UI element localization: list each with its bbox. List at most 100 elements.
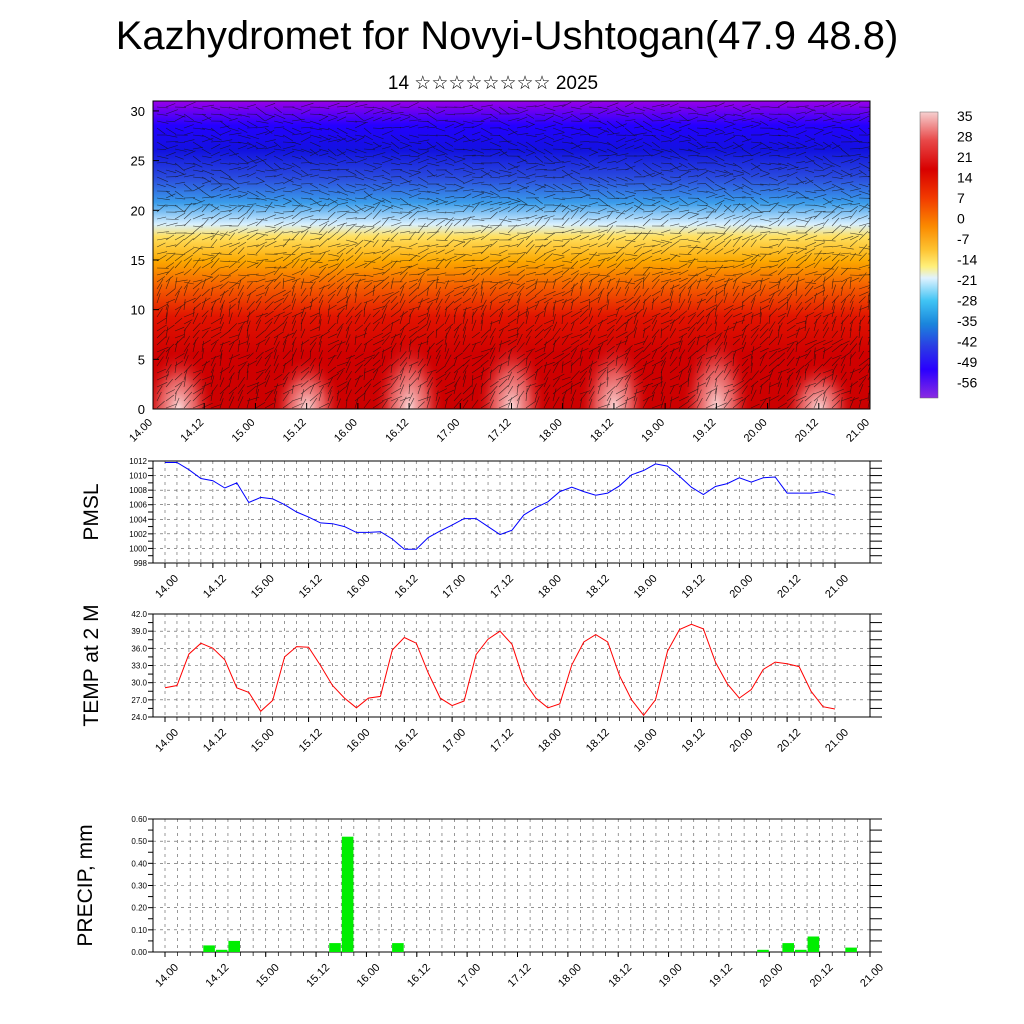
wind-barb [768, 314, 771, 325]
wind-barb [318, 127, 330, 131]
wind-barb [777, 120, 790, 127]
wind-barb [390, 141, 400, 149]
wind-barb [606, 251, 618, 255]
wind-barb [741, 284, 751, 290]
wind-barb [795, 327, 800, 339]
wind-barb [777, 218, 785, 227]
wind-barb [687, 246, 701, 249]
wind-barb [714, 248, 724, 255]
wind-barb [660, 344, 669, 353]
wind-barb [291, 127, 302, 133]
wind-barb [642, 266, 651, 276]
wind-barb [255, 296, 263, 304]
wind-barb [516, 310, 529, 318]
wind-barb [507, 244, 519, 248]
y-tick-label: 1008 [129, 486, 147, 495]
wind-barb [552, 231, 565, 234]
wind-barb [165, 193, 176, 199]
wind-barb [435, 344, 443, 353]
wind-barb [408, 279, 419, 283]
wind-barb [156, 204, 168, 207]
wind-barb [453, 211, 464, 213]
wind-barb [174, 326, 185, 332]
wind-barb [561, 134, 573, 139]
wind-barb [561, 299, 567, 311]
wind-barb [579, 262, 590, 269]
wind-barb [489, 267, 497, 276]
wind-barb [453, 120, 464, 126]
wind-barb [597, 381, 606, 388]
wind-barb [696, 382, 699, 395]
wind-barb [300, 266, 309, 276]
wind-barb [741, 169, 751, 175]
wind-barb [858, 176, 870, 178]
wind-barb [633, 312, 638, 325]
wind-barb [588, 229, 601, 234]
wind-barb [264, 295, 275, 304]
wind-barb [516, 217, 530, 220]
wind-barb [687, 220, 699, 227]
wind-barb [750, 370, 759, 381]
wind-barb [462, 173, 472, 178]
wind-barb [633, 145, 644, 150]
wind-barb [858, 363, 869, 374]
wind-barb [624, 202, 634, 206]
wind-barb [282, 162, 295, 168]
wind-barb [669, 278, 681, 283]
wind-barb [471, 192, 484, 199]
wind-barb [417, 183, 428, 188]
wind-barb [804, 226, 813, 234]
wind-barb [516, 116, 528, 122]
wind-barb [678, 277, 688, 283]
wind-barb [597, 197, 608, 206]
wind-barb [768, 260, 780, 263]
wind-barb [435, 258, 445, 269]
wind-barb [156, 113, 168, 116]
wind-barb [390, 169, 403, 171]
wind-barb [228, 113, 242, 117]
wind-barb [489, 369, 492, 381]
wind-barb [363, 116, 374, 122]
wind-barb [183, 281, 194, 285]
wind-barb [687, 312, 697, 318]
wind-barb [786, 193, 796, 199]
wind-barb [579, 165, 590, 171]
wind-barb [309, 232, 323, 235]
wind-barb [579, 304, 589, 311]
wind-barb [678, 197, 689, 205]
wind-barb [606, 351, 615, 360]
wind-barb [714, 141, 724, 150]
wind-barb [417, 267, 430, 270]
wind-barb [264, 270, 276, 276]
wind-barb [669, 155, 680, 159]
wind-barb [534, 278, 538, 290]
wind-barb [498, 106, 510, 115]
wind-barb [282, 304, 291, 311]
wind-barb [759, 147, 773, 150]
wind-barb [813, 174, 825, 178]
wind-barb [831, 266, 839, 276]
wind-barb [597, 339, 608, 346]
wind-barb [354, 169, 365, 176]
wind-barb [381, 155, 393, 160]
wind-barb [633, 397, 638, 409]
wind-barb [264, 351, 273, 360]
wind-barb [300, 278, 305, 290]
wind-barb [849, 203, 861, 206]
wind-barb [678, 260, 692, 263]
wind-barb [444, 280, 450, 290]
wind-barb [570, 339, 580, 346]
wind-barb [804, 368, 807, 381]
wind-barb [309, 127, 323, 131]
wind-barb [390, 260, 402, 263]
wind-barb [651, 346, 663, 353]
wind-barb [345, 112, 356, 115]
wind-barb [849, 172, 862, 178]
wind-barb [255, 388, 259, 402]
wind-barb [831, 134, 842, 139]
wind-barb [606, 255, 616, 262]
wind-barb [678, 385, 682, 395]
wind-barb [210, 267, 220, 276]
wind-barb [750, 288, 762, 297]
wind-barb [408, 171, 422, 178]
